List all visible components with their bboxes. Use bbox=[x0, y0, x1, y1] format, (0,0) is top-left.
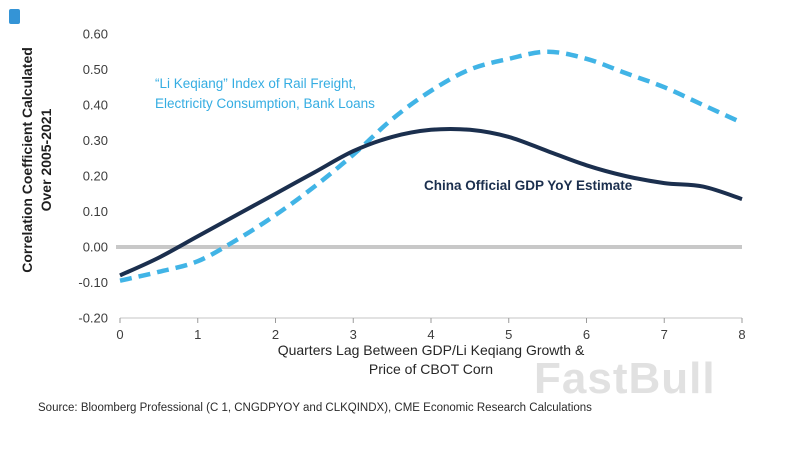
x-tick-label: 3 bbox=[350, 327, 357, 342]
series-label-gdp: China Official GDP YoY Estimate bbox=[424, 178, 633, 193]
x-tick-label: 4 bbox=[427, 327, 434, 342]
y-tick-label: 0.20 bbox=[83, 169, 108, 184]
x-tick-label: 1 bbox=[194, 327, 201, 342]
y-tick-label: 0.50 bbox=[83, 62, 108, 77]
x-tick-label: 5 bbox=[505, 327, 512, 342]
y-tick-label: 0.30 bbox=[83, 133, 108, 148]
y-axis-title-line2: Over 2005-2021 bbox=[37, 108, 54, 212]
series-line-li-keqiang bbox=[119, 49, 743, 283]
y-tick-label: -0.10 bbox=[78, 275, 108, 290]
y-axis-title-line1: Correlation Coefficient Calculated bbox=[19, 47, 35, 273]
y-tick-label: 0.60 bbox=[83, 27, 108, 42]
y-tick-label: 0.00 bbox=[83, 240, 108, 255]
y-tick-label: -0.20 bbox=[78, 311, 108, 326]
x-tick-label: 7 bbox=[661, 327, 668, 342]
x-tick-label: 2 bbox=[272, 327, 279, 342]
x-tick-label: 6 bbox=[583, 327, 590, 342]
source-attribution: Source: Bloomberg Professional (C 1, CNG… bbox=[38, 402, 592, 414]
x-axis-title-line2: Price of CBOT Corn bbox=[368, 360, 494, 377]
x-axis-title: Quarters Lag Between GDP/Li Keqiang Grow… bbox=[120, 341, 742, 379]
y-axis-title: Correlation Coefficient Calculated Over … bbox=[18, 0, 58, 320]
x-axis-title-line1: Quarters Lag Between GDP/Li Keqiang Grow… bbox=[277, 342, 585, 358]
corner-logo-icon bbox=[9, 9, 20, 24]
series-line-gdp bbox=[119, 126, 743, 278]
y-tick-label: 0.10 bbox=[83, 204, 108, 219]
x-tick-label: 0 bbox=[116, 327, 123, 342]
series-label-li-keqiang: “Li Keqiang” Index of Rail Freight, Elec… bbox=[155, 76, 375, 111]
x-tick-label: 8 bbox=[738, 327, 745, 342]
watermark: FastBull bbox=[534, 354, 716, 403]
y-tick-label: 0.40 bbox=[83, 98, 108, 113]
